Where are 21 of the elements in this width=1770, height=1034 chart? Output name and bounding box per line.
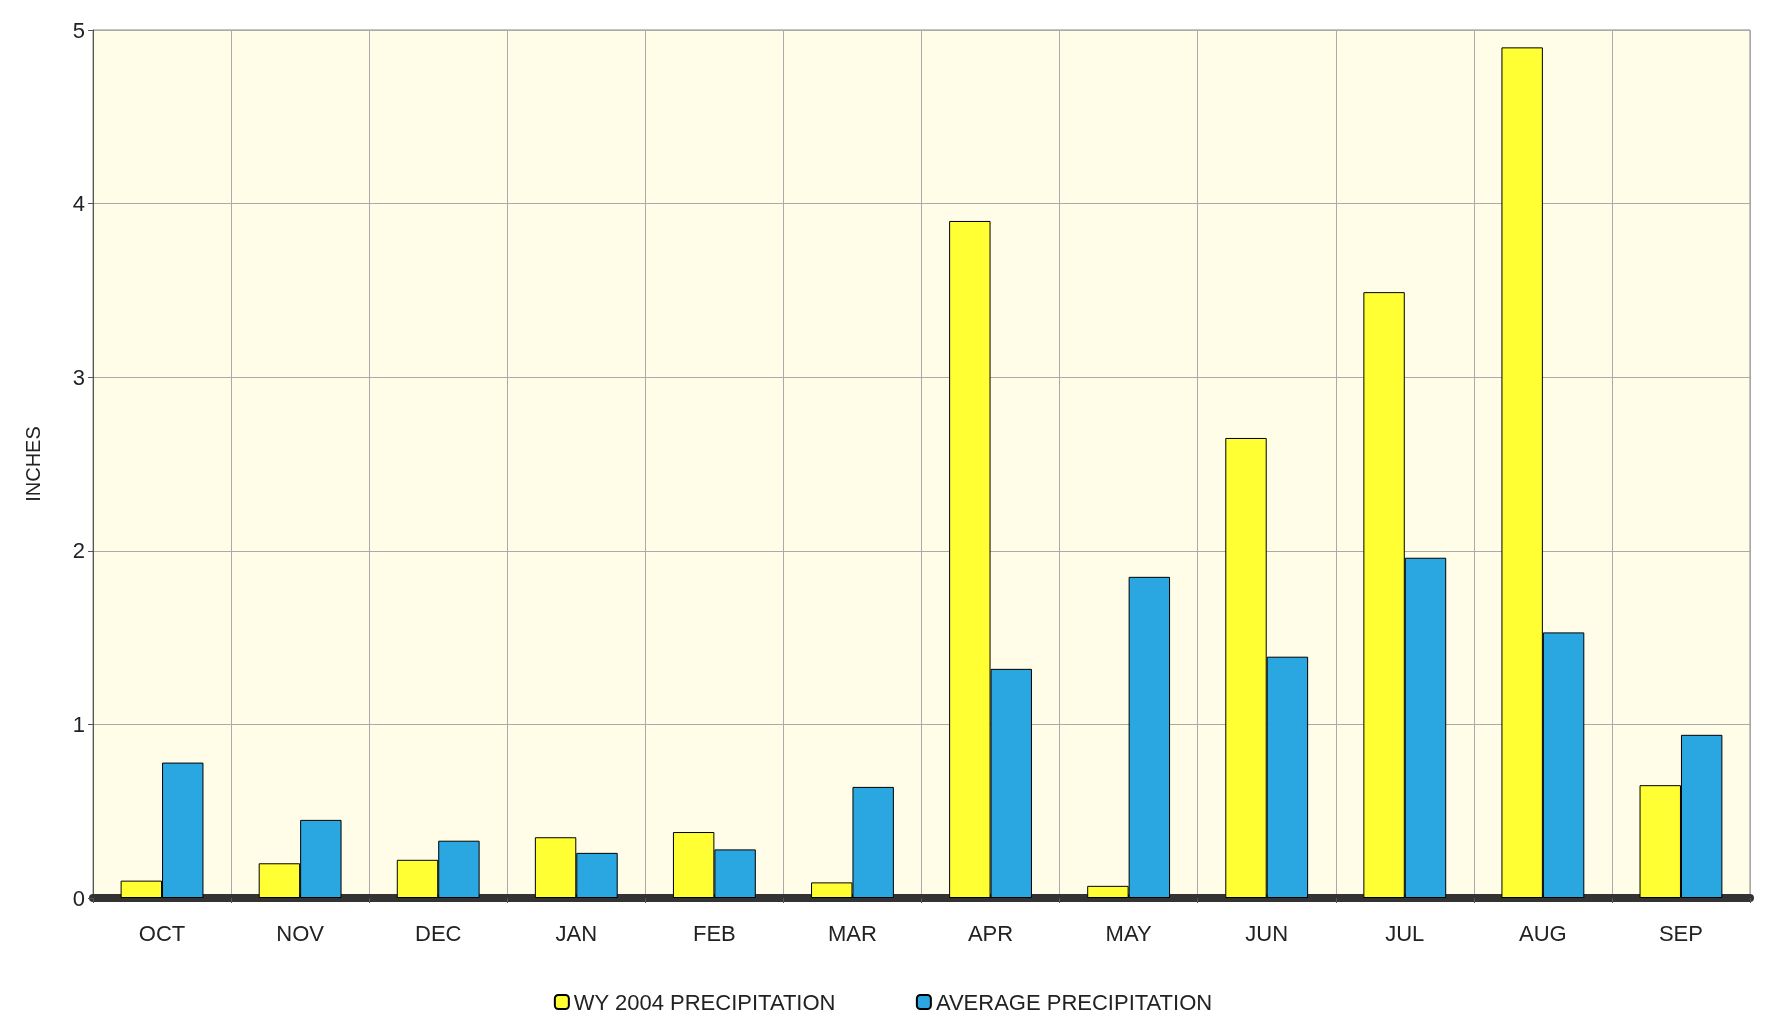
x-tick-label: JUL [1385,920,1425,946]
y-tick-label: 1 [72,711,85,737]
x-tick-label: MAR [828,920,877,946]
x-tick-label: MAY [1105,920,1152,946]
y-tick-label: 0 [72,885,85,911]
x-tick-label: DEC [414,920,462,946]
y-tick-label: 5 [72,17,85,43]
x-tick-label: AUG [1519,920,1567,946]
y-tick-label: 4 [72,191,85,217]
x-tick-label: SEP [1658,920,1703,946]
legend-label: AVERAGE PRECIPITATION [935,989,1213,1015]
legend-label: WY 2004 PRECIPITATION [573,989,836,1015]
x-tick-label: APR [967,920,1014,946]
x-tick-label: OCT [138,920,186,946]
y-tick-label: 2 [72,538,85,564]
x-tick-label: FEB [692,920,736,946]
y-axis-title: INCHES [22,426,44,502]
x-tick-label: NOV [276,920,325,946]
y-tick-label: 3 [72,364,85,390]
x-tick-label: JAN [555,920,598,946]
x-tick-label: JUN [1245,920,1289,946]
